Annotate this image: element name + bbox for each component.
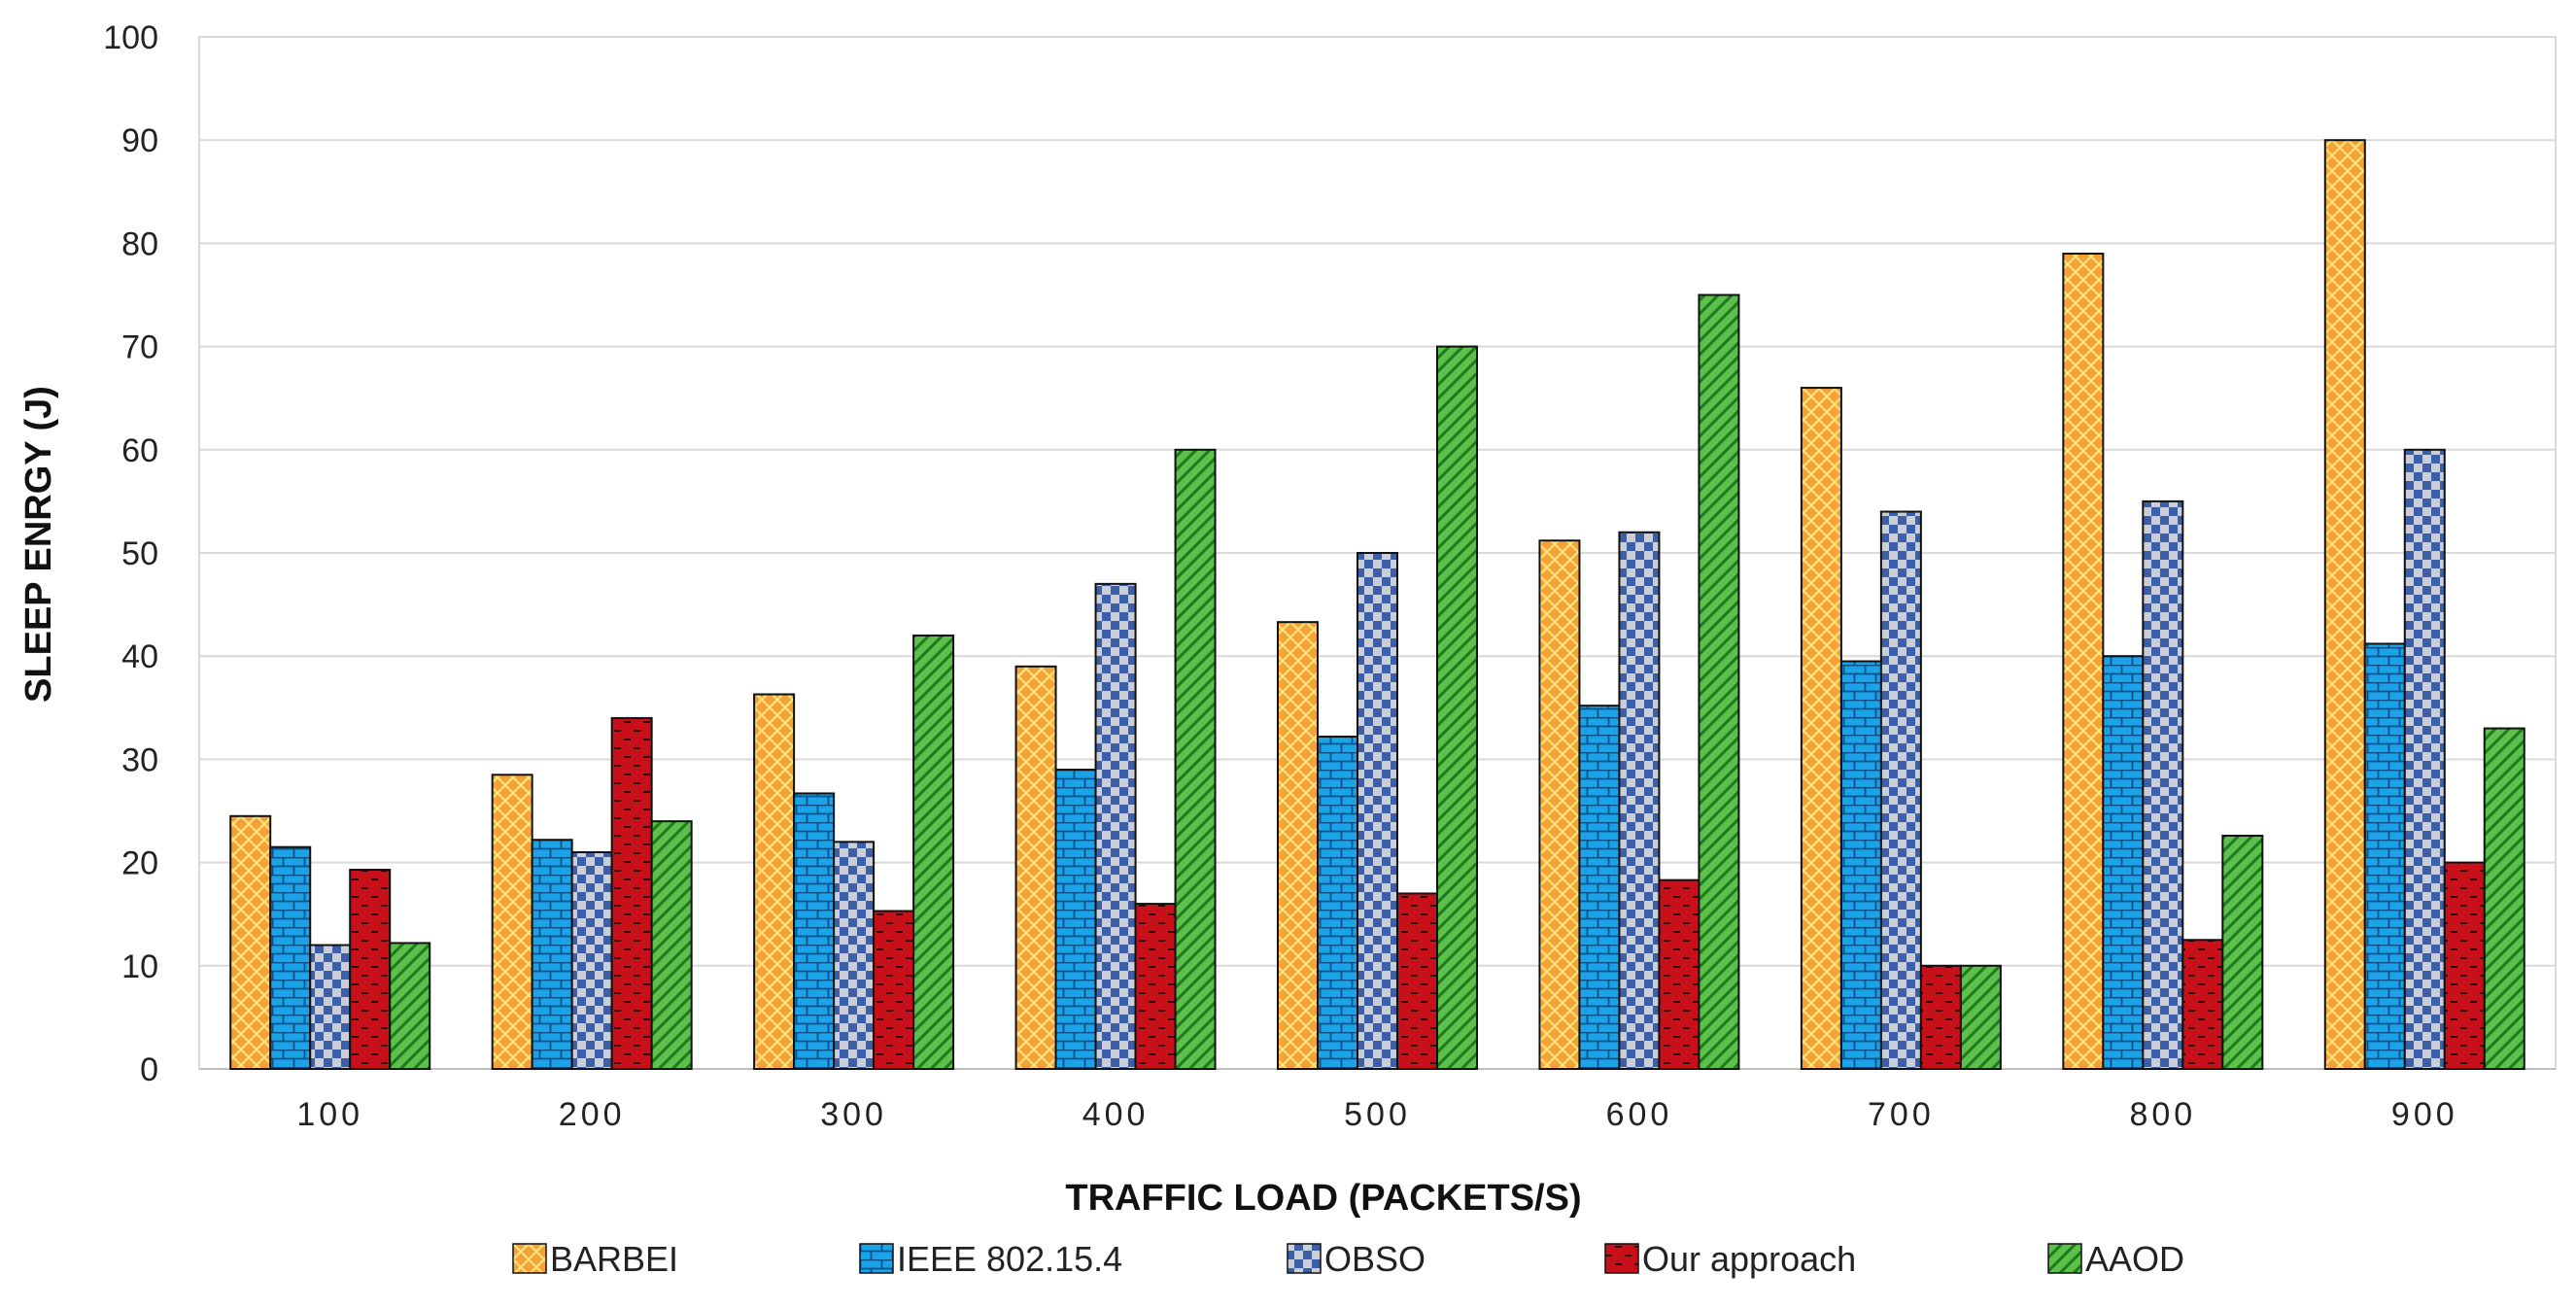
bar-ieee-802-15-4-800	[2102, 655, 2145, 1070]
bar-barbei-400	[1014, 665, 1057, 1070]
bar-our-approach-500	[1396, 892, 1438, 1071]
x-axis-ticks: 100 200 300 400 500 600 700 800 900	[296, 1096, 2458, 1133]
bar-barbei-200	[491, 774, 533, 1071]
y-tick-label: 80	[121, 225, 158, 262]
bar-aaod-700	[1959, 964, 2002, 1070]
legend-label: Our approach	[1642, 1239, 1856, 1279]
bar-ieee-802-15-4-200	[531, 839, 573, 1071]
bar-obso-400	[1094, 582, 1137, 1070]
bar-aaod-100	[389, 942, 431, 1070]
y-tick-label: 0	[140, 1051, 158, 1088]
x-tick-label: 200	[559, 1096, 626, 1133]
bar-ieee-802-15-4-900	[2363, 642, 2406, 1070]
y-tick-label: 70	[121, 329, 158, 366]
bar-barbei-700	[1800, 387, 1842, 1070]
bar-aaod-500	[1436, 345, 1478, 1071]
bar-barbei-900	[2323, 139, 2366, 1070]
legend-swatch-barbei	[512, 1243, 547, 1274]
y-axis-ticks: 0 10 20 30 40 50 60 70 80 90 100	[103, 19, 158, 1088]
bar-ieee-802-15-4-100	[269, 845, 312, 1070]
y-tick-label: 40	[121, 638, 158, 675]
x-tick-label: 100	[296, 1096, 363, 1133]
bar-barbei-800	[2062, 253, 2105, 1070]
bar-our-approach-900	[2443, 861, 2486, 1070]
x-tick-label: 600	[1606, 1096, 1673, 1133]
legend-swatch-our-approach	[1604, 1243, 1639, 1274]
bar-ieee-802-15-4-600	[1578, 705, 1621, 1071]
legend-label: BARBEI	[550, 1239, 678, 1279]
bar-obso-600	[1618, 531, 1661, 1070]
bars	[229, 139, 2525, 1071]
y-axis-title: SLEEP ENRGY (J)	[18, 386, 59, 703]
y-tick-label: 10	[121, 948, 158, 985]
bar-obso-500	[1357, 552, 1398, 1070]
bar-obso-900	[2403, 448, 2446, 1070]
bar-obso-100	[309, 944, 352, 1070]
bar-aaod-200	[650, 820, 693, 1070]
bar-obso-300	[833, 841, 876, 1070]
bar-our-approach-600	[1658, 878, 1700, 1070]
x-tick-label: 900	[2391, 1096, 2458, 1133]
x-tick-label: 800	[2129, 1096, 2196, 1133]
bar-our-approach-200	[610, 716, 653, 1070]
bar-barbei-300	[753, 693, 796, 1071]
legend-label: OBSO	[1324, 1239, 1425, 1279]
x-tick-label: 700	[1868, 1096, 1935, 1133]
bar-our-approach-800	[2181, 939, 2224, 1070]
bar-ieee-802-15-4-700	[1839, 660, 1882, 1070]
bar-ieee-802-15-4-500	[1317, 736, 1358, 1070]
bar-aaod-600	[1698, 293, 1740, 1070]
legend-label: AAOD	[2085, 1239, 2184, 1279]
bar-barbei-100	[229, 814, 272, 1070]
legend-swatch-obso	[1287, 1243, 1322, 1274]
bar-aaod-400	[1174, 448, 1217, 1070]
bar-barbei-600	[1538, 539, 1581, 1070]
bar-obso-700	[1879, 510, 1922, 1070]
y-tick-label: 50	[121, 535, 158, 572]
bar-barbei-500	[1277, 621, 1319, 1070]
x-axis-title: TRAFFIC LOAD (PACKETS/S)	[1065, 1178, 1581, 1219]
legend-label: IEEE 802.15.4	[897, 1239, 1122, 1279]
bar-our-approach-400	[1134, 903, 1177, 1071]
bar-our-approach-700	[1919, 964, 1962, 1070]
legend: BARBEI IEEE 802.15.4 OBSO Our approach AAOD	[512, 1239, 2184, 1279]
x-tick-label: 400	[1082, 1096, 1150, 1133]
y-tick-label: 20	[121, 845, 158, 882]
bar-obso-200	[570, 850, 613, 1070]
y-tick-label: 100	[103, 19, 158, 56]
bar-aaod-800	[2221, 834, 2264, 1070]
bar-aaod-900	[2483, 727, 2525, 1070]
y-tick-label: 60	[121, 432, 158, 469]
x-tick-label: 500	[1344, 1096, 1411, 1133]
bar-our-approach-100	[349, 869, 392, 1070]
bar-ieee-802-15-4-400	[1054, 769, 1097, 1071]
bar-our-approach-300	[873, 910, 915, 1070]
legend-swatch-ieee-802-15-4	[859, 1243, 894, 1274]
y-tick-label: 90	[121, 122, 158, 159]
bar-aaod-300	[912, 634, 955, 1071]
legend-swatch-aaod	[2047, 1243, 2082, 1274]
bar-obso-800	[2142, 499, 2184, 1070]
x-tick-label: 300	[820, 1096, 887, 1133]
y-tick-label: 30	[121, 741, 158, 778]
bar-ieee-802-15-4-300	[793, 792, 836, 1070]
